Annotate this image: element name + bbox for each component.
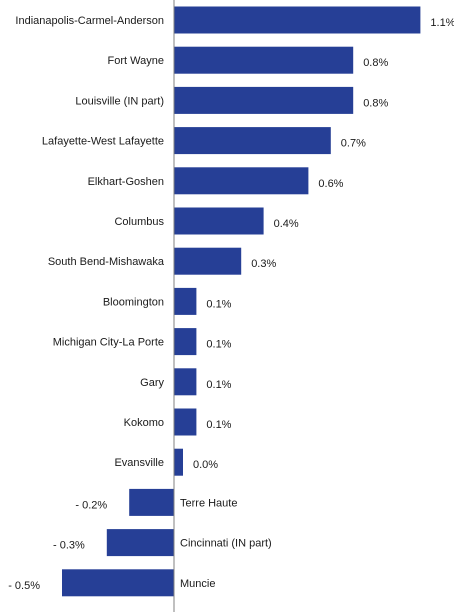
- labels-group: Indianapolis-Carmel-Anderson 1.1% Fort Way…: [8, 15, 454, 592]
- category-label-gary: Gary: [140, 377, 164, 389]
- category-label-south-bend-mishawaka: South Bend-Mishawaka: [48, 256, 165, 268]
- bar-fort-wayne: [174, 46, 354, 74]
- value-label-south-bend-mishawaka: 0.3%: [251, 258, 276, 270]
- category-label-bloomington: Bloomington: [103, 296, 164, 308]
- category-label-evansville: Evansville: [114, 457, 164, 469]
- value-label-bloomington: 0.1%: [206, 298, 231, 310]
- value-label-cincinnati-in-part: - 0.3%: [53, 540, 85, 552]
- value-label-muncie: - 0.5%: [8, 580, 40, 592]
- bar-indianapolis-carmel-anderson: [174, 6, 421, 34]
- value-label-evansville: 0.0%: [193, 459, 218, 471]
- category-label-cincinnati-in-part: Cincinnati (IN part): [180, 538, 272, 550]
- category-label-terre-haute: Terre Haute: [180, 497, 237, 509]
- value-label-terre-haute: - 0.2%: [75, 499, 107, 511]
- bar-bloomington: [174, 287, 197, 315]
- value-label-louisville-in-part: 0.8%: [363, 97, 388, 109]
- bar-louisville-in-part: [174, 86, 354, 114]
- bar-elkhart-goshen: [174, 167, 309, 195]
- category-label-indianapolis-carmel-anderson: Indianapolis-Carmel-Anderson: [15, 15, 164, 27]
- bar-muncie: [62, 569, 174, 597]
- category-label-columbus: Columbus: [114, 216, 164, 228]
- bar-cincinnati-in-part: [106, 529, 174, 557]
- category-label-lafayette-west-lafayette: Lafayette-West Lafayette: [42, 136, 164, 148]
- value-label-gary: 0.1%: [206, 379, 231, 391]
- value-label-elkhart-goshen: 0.6%: [318, 178, 343, 190]
- value-label-kokomo: 0.1%: [206, 419, 231, 431]
- category-label-elkhart-goshen: Elkhart-Goshen: [88, 176, 164, 188]
- category-label-kokomo: Kokomo: [124, 417, 164, 429]
- value-label-columbus: 0.4%: [274, 218, 299, 230]
- bar-evansville: [174, 448, 183, 476]
- bar-michigan-city-la-porte: [174, 328, 197, 356]
- category-label-muncie: Muncie: [180, 578, 215, 590]
- value-label-fort-wayne: 0.8%: [363, 57, 388, 69]
- value-label-lafayette-west-lafayette: 0.7%: [341, 138, 366, 150]
- bar-gary: [174, 368, 197, 396]
- category-label-fort-wayne: Fort Wayne: [108, 55, 164, 67]
- bar-south-bend-mishawaka: [174, 247, 242, 275]
- bar-terre-haute: [129, 488, 174, 516]
- bar-kokomo: [174, 408, 197, 436]
- bar-lafayette-west-lafayette: [174, 127, 331, 155]
- category-label-louisville-in-part: Louisville (IN part): [75, 95, 164, 107]
- value-label-michigan-city-la-porte: 0.1%: [206, 339, 231, 351]
- value-label-indianapolis-carmel-anderson: 1.1%: [430, 17, 454, 29]
- bars-group: [62, 6, 421, 597]
- bar-columbus: [174, 207, 264, 235]
- category-label-michigan-city-la-porte: Michigan City-La Porte: [53, 337, 164, 349]
